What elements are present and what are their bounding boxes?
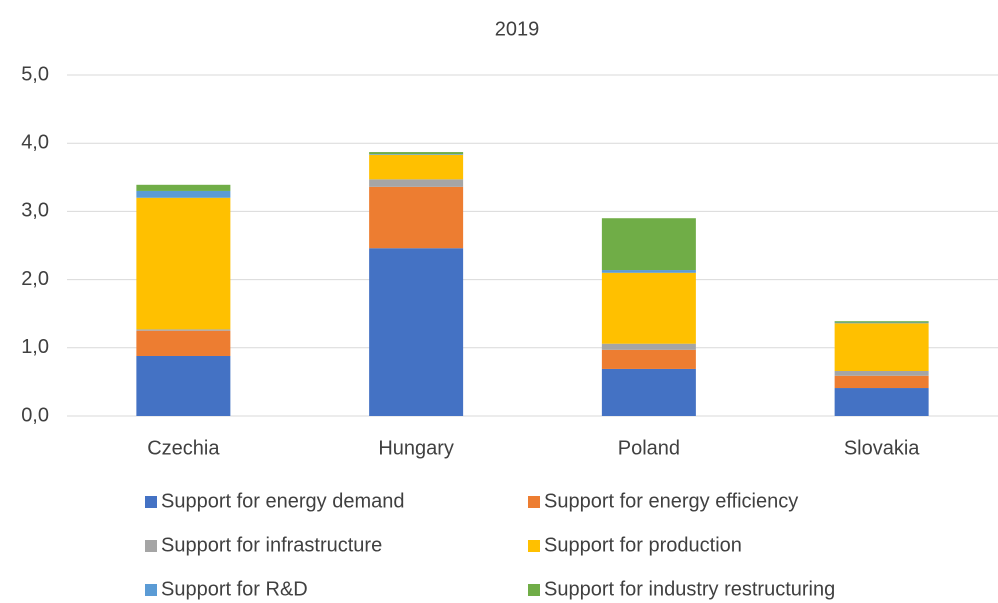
bar-segment xyxy=(601,343,696,350)
bar-segment xyxy=(834,322,929,324)
legend-swatch xyxy=(145,584,157,596)
bar-segment xyxy=(601,270,696,273)
bar-segment xyxy=(369,154,464,155)
bar-segment xyxy=(601,218,696,271)
y-tick-label: 5,0 xyxy=(21,63,49,85)
bar-segment xyxy=(834,375,929,389)
y-tick-label: 3,0 xyxy=(21,200,49,222)
legend-swatch xyxy=(528,540,540,552)
legend-label: Support for infrastructure xyxy=(161,534,382,556)
legend-label: Support for energy demand xyxy=(161,490,405,512)
y-tick-label: 1,0 xyxy=(21,336,49,358)
bar-segment xyxy=(601,349,696,369)
bar-segment xyxy=(601,272,696,344)
bar-segment xyxy=(136,329,231,331)
legend-swatch xyxy=(528,584,540,596)
x-tick-label: Poland xyxy=(618,437,680,459)
bar-segment xyxy=(834,321,929,323)
bar-segment xyxy=(136,197,231,330)
bar-segment xyxy=(369,248,464,416)
legend-label: Support for industry restructuring xyxy=(544,578,835,600)
x-tick-label: Czechia xyxy=(147,437,220,459)
x-tick-label: Slovakia xyxy=(844,437,920,459)
legend-swatch xyxy=(528,496,540,508)
y-tick-label: 2,0 xyxy=(21,268,49,290)
legend-label: Support for R&D xyxy=(161,578,308,600)
bar-segment xyxy=(369,186,464,249)
legend-swatch xyxy=(145,540,157,552)
bar-segment xyxy=(834,323,929,371)
bar-segment xyxy=(369,179,464,187)
bar-segment xyxy=(136,190,231,198)
legend-label: Support for production xyxy=(544,534,742,556)
bar-segment xyxy=(834,370,929,376)
y-tick-label: 4,0 xyxy=(21,131,49,153)
bar-segment xyxy=(369,152,464,155)
bar-segment xyxy=(601,368,696,416)
bar-segment xyxy=(369,154,464,180)
bar-segment xyxy=(136,330,231,356)
bar-segment xyxy=(834,388,929,416)
y-tick-label: 0,0 xyxy=(21,404,49,426)
legend-swatch xyxy=(145,496,157,508)
chart-title: 2019 xyxy=(495,18,540,40)
x-tick-label: Hungary xyxy=(378,437,454,459)
bar-segment xyxy=(136,355,231,416)
bar-segment xyxy=(136,184,231,191)
legend-label: Support for energy efficiency xyxy=(544,490,798,512)
